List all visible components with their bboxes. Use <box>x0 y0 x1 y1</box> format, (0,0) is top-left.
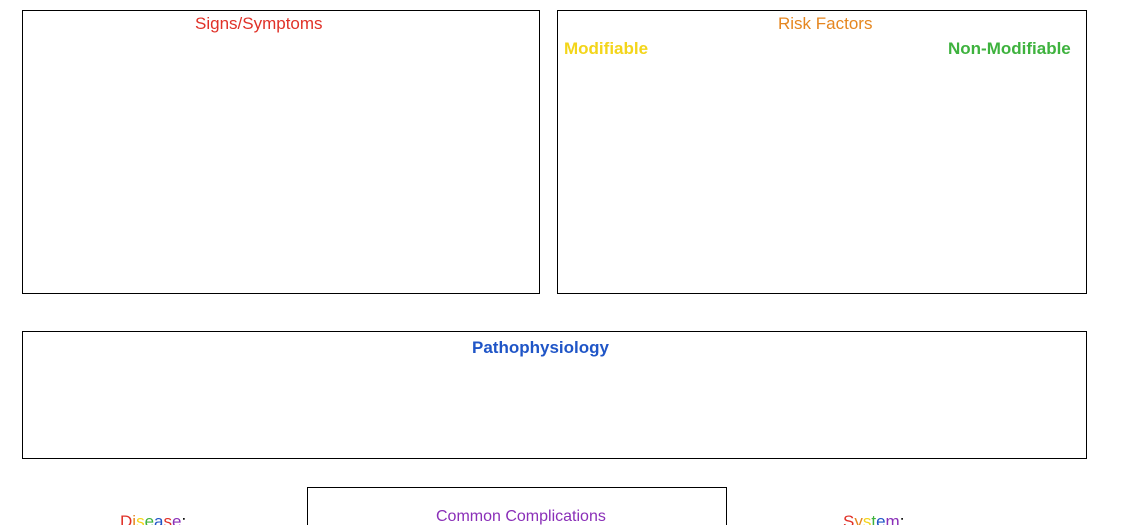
signs-symptoms-box <box>22 10 540 294</box>
system-label: System: <box>843 512 904 525</box>
common-complications-title: Common Complications <box>436 508 606 525</box>
diagram-canvas: Signs/Symptoms Risk Factors Modifiable N… <box>0 0 1140 525</box>
modifiable-subtitle: Modifiable <box>564 39 648 59</box>
non-modifiable-subtitle: Non-Modifiable <box>948 39 1071 59</box>
risk-factors-title: Risk Factors <box>778 14 872 34</box>
signs-symptoms-title: Signs/Symptoms <box>195 14 323 34</box>
disease-label: Disease: <box>120 512 186 525</box>
pathophysiology-title: Pathophysiology <box>472 338 609 358</box>
